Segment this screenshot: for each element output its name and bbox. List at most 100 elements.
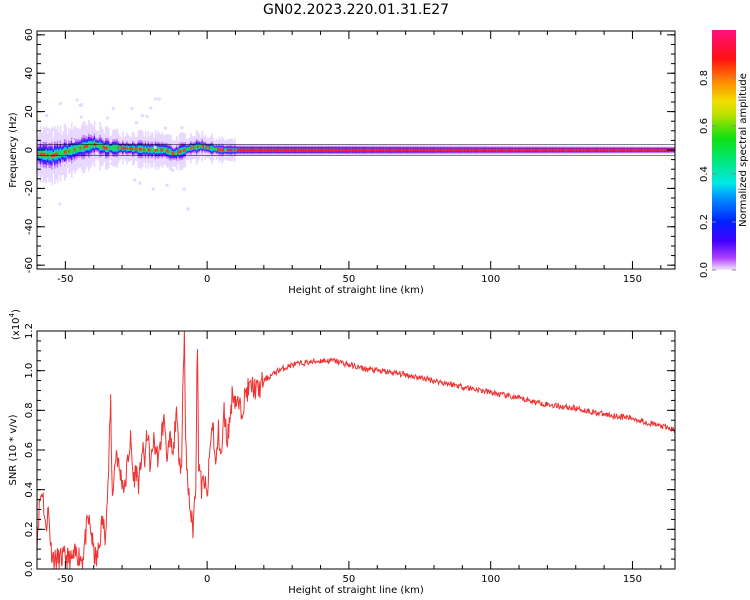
spectrogram-peak-cell xyxy=(534,148,537,152)
spectrogram-peak-cell xyxy=(56,152,59,156)
spectrogram-peak-cell xyxy=(547,148,549,152)
spectrogram-peak-cell xyxy=(122,146,124,150)
spectrogram-panel: -50 0 50 100 150 -60 -40 -20 0 20 40 60 Height of s… xyxy=(8,28,676,296)
spectrogram-peak-cell xyxy=(124,146,127,150)
spectrogram-peak-cell xyxy=(399,148,402,152)
spectrogram-peak-cell xyxy=(477,148,480,152)
spectrogram-peak-cell xyxy=(293,148,296,152)
spectrogram-peak-cell xyxy=(657,148,660,152)
spectrogram-peak-cell xyxy=(282,148,284,152)
spectrogram-cell xyxy=(45,151,48,159)
spectrogram-peak-cell xyxy=(373,148,375,152)
spectrogram-peak-cell xyxy=(438,148,440,152)
spectrogram-cell xyxy=(215,147,218,151)
spectrogram-peak-cell xyxy=(201,144,204,148)
spectrogram-peak-cell xyxy=(246,148,249,152)
spectrogram-peak-cell xyxy=(358,148,361,152)
spectrogram-cell xyxy=(224,148,226,152)
spectrogram-cell xyxy=(114,145,117,151)
spectrogram-peak-cell xyxy=(307,148,310,152)
spectrogram-peak-cell xyxy=(584,148,586,152)
spectrogram-cell xyxy=(127,146,130,151)
spectrogram-peak-cell xyxy=(323,148,325,152)
spectrogram-peak-cell xyxy=(565,148,568,152)
spectrogram-peak-cell xyxy=(241,148,243,152)
spectrogram-peak-cell xyxy=(324,148,327,152)
y-tick-label: -20 xyxy=(24,180,35,196)
spectrogram-cell xyxy=(191,146,194,150)
spectrogram-peak-cell xyxy=(190,146,192,150)
spectrogram-noise-cell xyxy=(167,134,171,138)
y-tick-label: 0.0 xyxy=(24,561,35,577)
spectrogram-peak-cell xyxy=(618,148,620,152)
spectrogram-peak-cell xyxy=(575,148,578,152)
snr-panel: -50 0 50 100 150 0.0 0.2 0.4 0.6 0.8 1.0 1.2 Height… xyxy=(8,309,676,596)
spectrogram-noise-cell xyxy=(84,128,88,132)
spectrogram-peak-cell xyxy=(429,148,432,152)
spectrogram-peak-cell xyxy=(428,148,430,152)
spectrogram-peak-cell xyxy=(253,148,256,152)
spectrogram-peak-cell xyxy=(320,148,323,152)
spectrogram-peak-cell xyxy=(636,148,639,152)
spectrogram-peak-cell xyxy=(468,148,470,152)
colorbar-tick-label: 0.8 xyxy=(699,70,710,86)
spectrogram-peak-cell xyxy=(662,148,664,152)
spectrogram-peak-cell xyxy=(649,148,652,152)
spectrogram-peak-cell xyxy=(601,148,603,152)
spectrogram-peak-cell xyxy=(415,148,418,152)
spectrogram-peak-cell xyxy=(465,148,467,152)
spectrogram-peak-cell xyxy=(460,148,463,152)
colorbar-tick-label: 0.4 xyxy=(699,166,710,182)
spectrogram-peak-cell xyxy=(365,148,368,152)
spectrogram-cell xyxy=(78,145,80,151)
spectrogram-ticks: -50 0 50 100 150 -60 -40 -20 0 20 40 60 xyxy=(24,28,675,285)
spectrogram-peak-cell xyxy=(300,148,303,152)
spectrogram-peak-cell xyxy=(405,148,408,152)
spectrogram-peak-cell xyxy=(631,148,633,152)
spectrogram-peak-cell xyxy=(160,148,162,152)
spectrogram-peak-cell xyxy=(261,148,263,152)
spectrogram-peak-cell xyxy=(436,148,439,152)
spectrogram-peak-cell xyxy=(229,148,232,152)
spectrogram-peak-cell xyxy=(574,148,576,152)
spectrogram-y-label: Frequency (Hz) xyxy=(8,112,19,188)
spectrogram-peak-cell xyxy=(622,148,625,152)
spectrogram-peak-cell xyxy=(619,148,622,152)
spectrogram-peak-cell xyxy=(95,143,97,147)
spectrogram-peak-cell xyxy=(391,148,394,152)
spectrogram-peak-cell xyxy=(123,146,126,150)
spectrogram-peak-cell xyxy=(102,145,104,149)
spectrogram-peak-cell xyxy=(459,148,462,152)
spectrogram-peak-cell xyxy=(521,148,524,152)
spectrogram-peak-cell xyxy=(302,148,304,152)
spectrogram-peak-cell xyxy=(354,148,357,152)
spectrogram-peak-cell xyxy=(184,148,187,152)
spectrogram-cell xyxy=(204,145,206,149)
spectrogram-cell xyxy=(200,145,202,148)
spectrogram-peak-cell xyxy=(635,148,637,152)
spectrogram-peak-cell xyxy=(577,148,579,152)
spectrogram-peak-cell xyxy=(364,148,367,152)
spectrogram-peak-cell xyxy=(442,148,445,152)
spectrogram-peak-cell xyxy=(329,148,331,152)
spectrogram-peak-cell xyxy=(334,148,337,152)
spectrogram-peak-cell xyxy=(397,148,399,152)
spectrogram-peak-cell xyxy=(652,148,654,152)
spectrogram-peak-cell xyxy=(458,148,460,152)
spectrogram-peak-cell xyxy=(520,148,523,152)
spectrogram-peak-cell xyxy=(425,148,428,152)
spectrogram-peak-cell xyxy=(279,148,282,152)
spectrogram-peak-cell xyxy=(466,148,469,152)
spectrogram-cell xyxy=(119,146,121,150)
multiplier-exp: 4 xyxy=(8,312,16,317)
spectrogram-peak-cell xyxy=(511,148,514,152)
spectrogram-peak-cell xyxy=(424,148,426,152)
spectrogram-cell xyxy=(150,147,153,153)
spectrogram-noise-cell xyxy=(106,116,110,120)
y-tick-label: 60 xyxy=(24,28,35,41)
spectrogram-peak-cell xyxy=(167,149,170,153)
spectrogram-marks xyxy=(37,97,675,211)
spectrogram-peak-cell xyxy=(297,148,300,152)
spectrogram-peak-cell xyxy=(572,148,575,152)
spectrogram-peak-cell xyxy=(612,148,615,152)
